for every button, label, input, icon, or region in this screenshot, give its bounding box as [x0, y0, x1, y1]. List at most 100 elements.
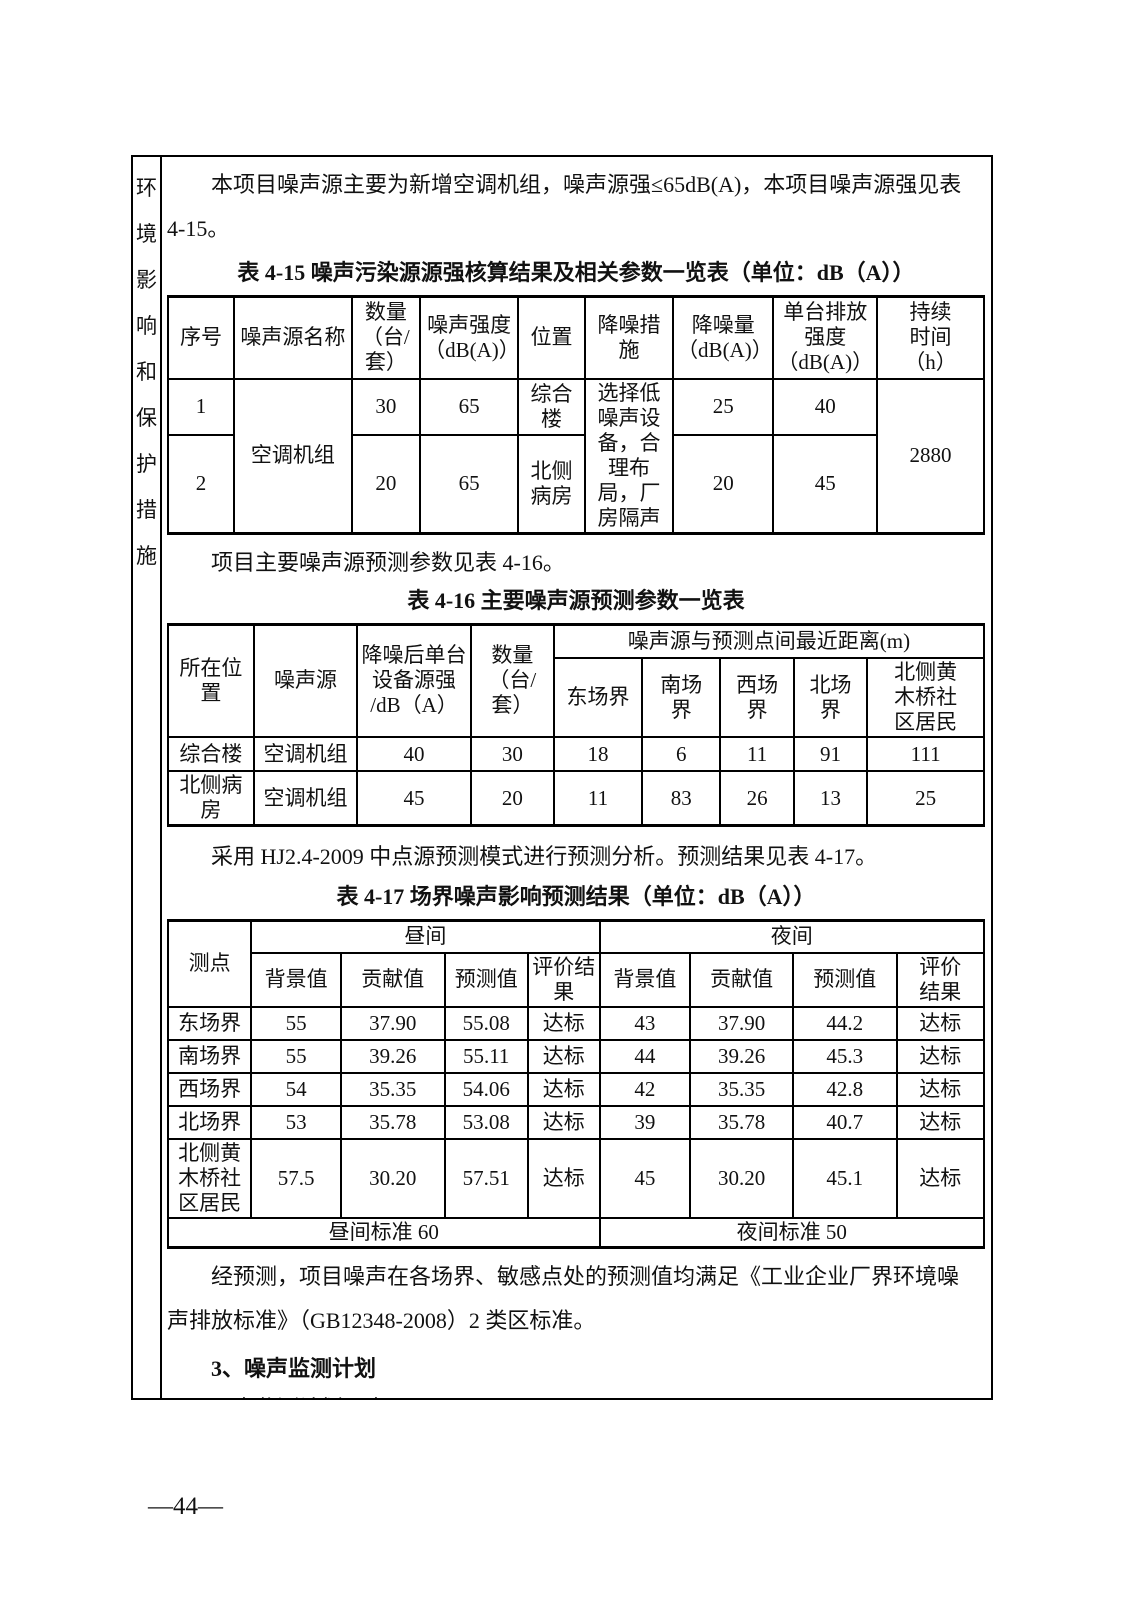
- header-cell: 测点: [166, 919, 253, 1008]
- data-cell: 30.20: [339, 1137, 446, 1219]
- data-cell: 45: [356, 770, 472, 827]
- header-cell: 昼间: [250, 919, 601, 954]
- header-cell: 预测值: [443, 951, 529, 1008]
- header-cell: 评价结 果: [526, 951, 601, 1008]
- data-cell: 北场界: [166, 1104, 253, 1140]
- data-cell: 91: [792, 736, 869, 772]
- data-cell: 北侧病 房: [167, 770, 255, 827]
- data-cell: 53: [250, 1104, 342, 1140]
- header-cell: 噪声强度 （dB(A)）: [419, 295, 520, 380]
- data-cell: 35.78: [689, 1104, 794, 1140]
- data-cell: 达标: [526, 1038, 601, 1074]
- header-cell: 所在位 置: [167, 623, 255, 738]
- data-cell: 44.2: [791, 1005, 898, 1041]
- data-cell: 综合 楼: [517, 377, 586, 436]
- header-cell: 数量 （台/ 套）: [350, 295, 422, 380]
- header-cell: 北场 界: [792, 657, 869, 738]
- header-cell: 贡献值: [689, 951, 794, 1008]
- header-cell: 背景值: [598, 951, 692, 1008]
- paragraph-intro: 本项目噪声源主要为新增空调机组，噪声源强≤65dB(A)，本项目噪声源强见表 4…: [167, 172, 962, 241]
- data-cell: 综合楼: [167, 736, 255, 772]
- data-cell: 20: [350, 433, 422, 535]
- document-frame: 环 境 影 响 和 保 护 措 施 本项目噪声源主要为新增空调机组，噪声源强≤6…: [131, 155, 993, 1400]
- page-number: —44—: [148, 1493, 223, 1520]
- data-cell: 北侧黄 木桥社 区居民: [166, 1137, 253, 1219]
- header-cell: 夜间: [598, 919, 986, 954]
- data-cell: 37.90: [339, 1005, 446, 1041]
- data-cell: 6: [641, 736, 722, 772]
- paragraph-ref-417: 采用 HJ2.4-2009 中点源预测模式进行预测分析。预测结果见表 4-17。: [211, 844, 878, 869]
- table-row: 2 20 65 北侧 病房 20 45: [166, 433, 984, 535]
- data-cell: 40.7: [791, 1104, 898, 1140]
- data-cell: 37.90: [689, 1005, 794, 1041]
- data-cell: 25: [866, 770, 985, 827]
- data-cell: 30.20: [689, 1137, 794, 1219]
- header-cell: 背景值: [250, 951, 342, 1008]
- data-cell: 11: [719, 736, 795, 772]
- table-row: 北侧病 房 空调机组 45 20 11 83 26 13 25: [167, 770, 985, 827]
- header-cell: 单台排放 强度 （dB(A)）: [772, 295, 879, 380]
- paragraph-ref-416: 项目主要噪声源预测参数见表 4-16。: [211, 549, 565, 575]
- table-header-row: 所在位 置 噪声源 降噪后单台 设备源强 /dB（A） 数量 （台/ 套） 噪声…: [167, 623, 986, 738]
- header-cell: 评价 结果: [895, 951, 986, 1008]
- table-header-row: 序号 噪声源名称 数量 （台/ 套） 噪声强度 （dB(A)） 位置 降噪措 施…: [166, 295, 985, 380]
- table-row: 1 空调机组 30 65 综合 楼 选择低噪声设备，合理布局，厂房隔声 25 4…: [166, 377, 985, 534]
- data-cell: 达标: [895, 1005, 986, 1041]
- data-cell: 南场界: [166, 1038, 253, 1074]
- data-cell: 25: [672, 377, 775, 436]
- data-cell: 2880: [876, 377, 985, 534]
- data-cell: 44: [598, 1038, 692, 1074]
- table-row: 综合楼 空调机组 40 30 18 6 11 91 111: [167, 736, 985, 772]
- table-row: 北场界 53 35.78 53.08 达标 39 35.78 40.7 达标: [166, 1104, 986, 1140]
- data-cell: 2: [166, 433, 236, 535]
- data-cell: 55.08: [443, 1005, 529, 1041]
- data-cell: 35.35: [689, 1071, 794, 1107]
- header-cell: 降噪后单台 设备源强 /dB（A）: [356, 623, 472, 738]
- data-cell: 北侧 病房: [517, 433, 586, 535]
- header-cell: 序号: [166, 295, 236, 380]
- data-cell: 1: [166, 377, 236, 436]
- data-cell: 26: [719, 770, 795, 827]
- data-cell: 55.11: [443, 1038, 529, 1074]
- table-4-15: 序号 噪声源名称 数量 （台/ 套） 噪声强度 （dB(A)） 位置 降噪措 施…: [166, 295, 985, 535]
- table-row: 西场界 54 35.35 54.06 达标 42 35.35 42.8 达标: [166, 1071, 986, 1107]
- data-cell: 40: [356, 736, 472, 772]
- data-cell: 54.06: [443, 1071, 529, 1107]
- data-cell: 55: [250, 1038, 342, 1074]
- data-cell: 45.1: [791, 1137, 898, 1219]
- header-cell: 噪声源: [252, 623, 359, 738]
- data-cell: 11: [552, 770, 644, 827]
- content-area: 本项目噪声源主要为新增空调机组，噪声源强≤65dB(A)，本项目噪声源强见表 4…: [162, 157, 991, 1398]
- header-cell: 预测值: [791, 951, 898, 1008]
- data-cell: 空调机组: [252, 770, 359, 827]
- data-cell: 选择低噪声设备，合理布局，厂房隔声: [583, 377, 675, 534]
- table-4-16-title: 表 4-16 主要噪声源预测参数一览表: [407, 587, 745, 613]
- data-cell: 45.3: [791, 1038, 898, 1074]
- header-cell: 南场 界: [641, 657, 722, 738]
- table-row: 南场界 55 39.26 55.11 达标 44 39.26 45.3 达标: [166, 1038, 986, 1074]
- data-cell: 57.51: [443, 1137, 529, 1219]
- data-cell: 达标: [895, 1104, 986, 1140]
- header-cell: 噪声源名称: [233, 295, 353, 380]
- data-cell: 达标: [526, 1137, 601, 1219]
- header-cell: 持续 时间 （h）: [876, 295, 985, 380]
- header-cell: 位置: [517, 295, 586, 380]
- data-cell: 达标: [526, 1071, 601, 1107]
- header-cell: 降噪措 施: [583, 295, 675, 380]
- data-cell: 达标: [895, 1071, 986, 1107]
- footer-standard-day: 昼间标准 60: [167, 1216, 601, 1249]
- data-cell: 达标: [526, 1005, 601, 1041]
- paragraph-conclusion: 经预测，项目噪声在各场界、敏感点处的预测值均满足《工业企业厂界环境噪 声排放标准…: [167, 1264, 960, 1333]
- footer-standard-night: 夜间标准 50: [598, 1216, 986, 1249]
- header-cell: 北侧黄 木桥社 区居民: [866, 657, 985, 738]
- data-cell: 空调机组: [233, 377, 353, 534]
- table-4-16: 所在位 置 噪声源 降噪后单台 设备源强 /dB（A） 数量 （台/ 套） 噪声…: [167, 622, 986, 827]
- header-cell: 噪声源与预测点间最近距离(m): [552, 623, 986, 659]
- data-cell: 54: [250, 1071, 342, 1107]
- data-cell: 83: [641, 770, 722, 827]
- data-cell: 43: [598, 1005, 692, 1041]
- data-cell: 20: [672, 433, 775, 535]
- data-cell: 39: [598, 1104, 692, 1140]
- header-cell: 降噪量 （dB(A)）: [672, 295, 775, 380]
- data-cell: 39.26: [339, 1038, 446, 1074]
